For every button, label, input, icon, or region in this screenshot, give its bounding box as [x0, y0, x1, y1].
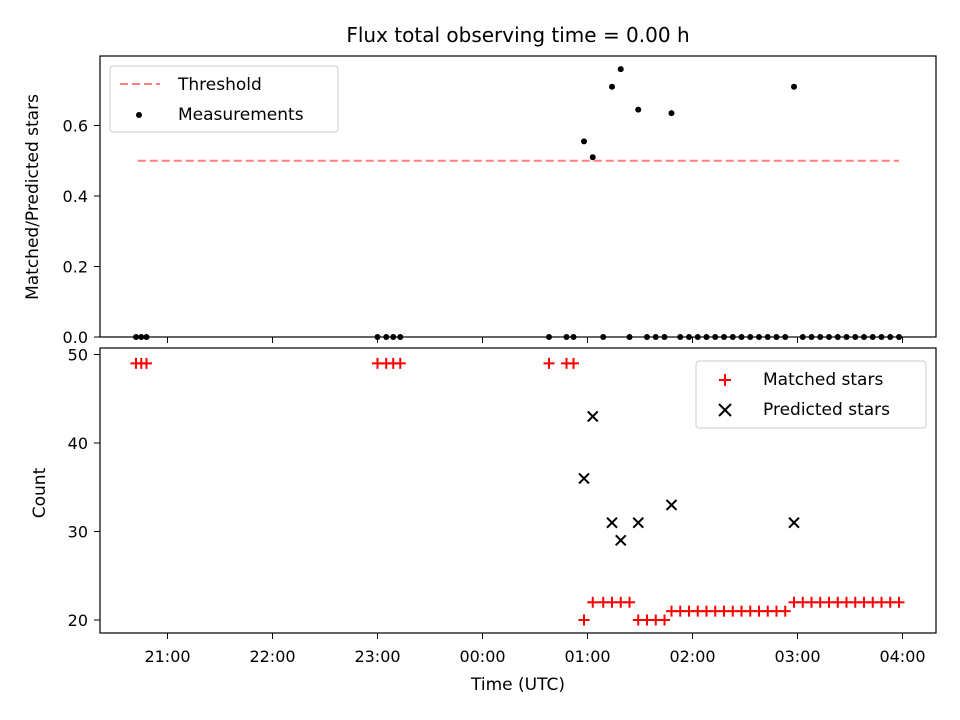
matched-star-point	[893, 596, 905, 608]
predicted-legend-label: Predicted stars	[763, 400, 890, 420]
bottom-x-tick-label: 04:00	[879, 647, 925, 666]
threshold-legend-label: Threshold	[177, 75, 262, 95]
predicted-star-point	[578, 472, 590, 485]
bottom-x-tick-label: 01:00	[564, 647, 610, 666]
predicted-star-point	[606, 516, 618, 529]
matched-star-point	[568, 357, 579, 369]
bottom-x-tick-label: 02:00	[669, 647, 715, 666]
top-legend-box	[109, 65, 339, 133]
predicted-star-point	[788, 516, 800, 529]
predicted-star-point	[615, 534, 627, 547]
bottom-x-tick-label: 03:00	[774, 647, 820, 666]
bottom-y-tick-label: 50	[68, 346, 88, 365]
matched-star-point	[543, 357, 555, 369]
chart-title: Flux total observing time = 0.00 h	[346, 23, 689, 47]
predicted-star-point	[587, 410, 599, 423]
matched-legend-label: Matched stars	[763, 370, 883, 390]
matched-star-point	[394, 357, 406, 369]
matched-star-point	[578, 614, 590, 626]
top-y-tick-label: 0.4	[63, 187, 88, 206]
measurement-point	[668, 110, 675, 117]
x-axis-label: Time (UTC)	[470, 675, 565, 695]
matched-legend-swatch	[719, 374, 731, 386]
matched-star-point	[587, 596, 599, 608]
bottom-plot-frame	[99, 347, 937, 634]
top-y-tick-label: 0.6	[63, 117, 88, 136]
measurement-point	[617, 66, 624, 73]
bottom-x-tick-label: 22:00	[249, 647, 295, 666]
count-panel: Count Time (UTC) 20 30 40 50 21:00 22:00 23:00…	[30, 346, 937, 695]
predicted-legend-swatch	[718, 403, 732, 417]
measurements-legend-label: Measurements	[178, 105, 304, 125]
bottom-y-tick-label: 40	[68, 434, 88, 453]
matched-star-point	[659, 614, 670, 626]
matched-star-point	[141, 357, 152, 369]
top-y-tick-label: 0.0	[63, 328, 88, 347]
matched-star-point	[779, 605, 791, 617]
matched-star-point	[624, 596, 635, 608]
bottom-x-tick-label: 23:00	[354, 647, 400, 666]
top-y-axis-label: Matched/Predicted stars	[23, 94, 43, 300]
top-legend: Threshold Measurements	[109, 65, 339, 133]
measurement-point	[635, 106, 642, 113]
measurement-point	[609, 83, 615, 90]
bottom-y-tick-label: 30	[68, 523, 88, 542]
bottom-y-tick-label: 20	[68, 611, 88, 630]
measurements-legend-swatch	[136, 112, 142, 118]
predicted-star-point	[632, 516, 644, 529]
measurement-point	[791, 83, 797, 90]
bottom-legend-box	[695, 360, 927, 429]
top-y-tick-label: 0.2	[63, 258, 88, 277]
bottom-legend: Matched stars Predicted stars	[695, 360, 927, 429]
measurement-point	[581, 138, 587, 145]
measurement-point	[589, 154, 596, 161]
predicted-star-point	[665, 499, 678, 511]
ratio-panel: Flux total observing time = 0.00 h Match…	[23, 23, 937, 347]
bottom-x-tick-label: 21:00	[144, 647, 190, 666]
bottom-y-axis-label: Count	[30, 467, 50, 518]
bottom-x-tick-label: 00:00	[459, 647, 505, 666]
